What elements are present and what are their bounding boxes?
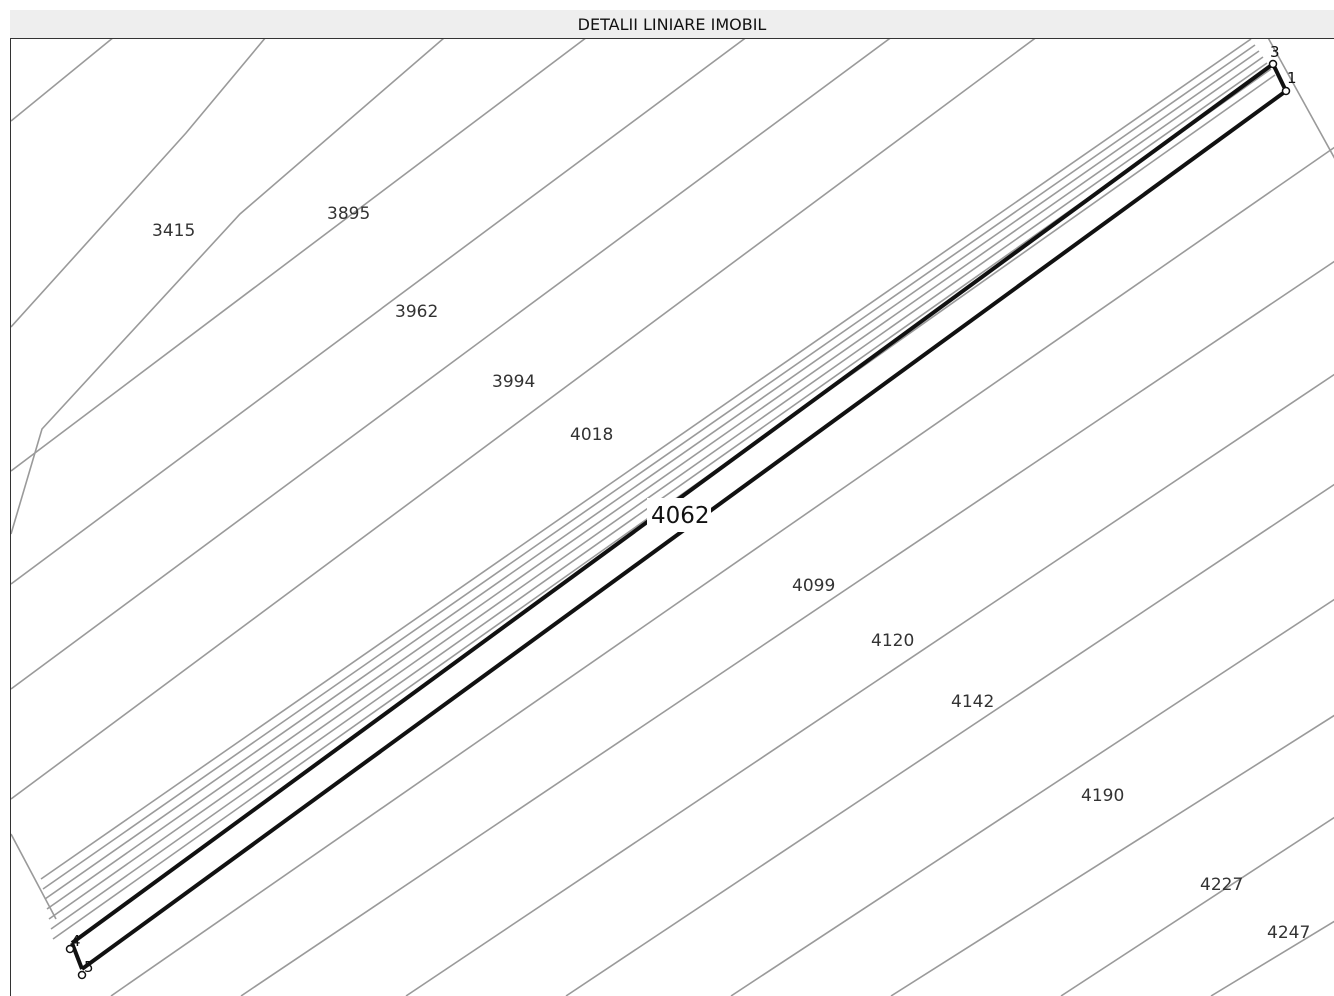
map-view[interactable]: 4062 3415 3895 3962 3994 4018 4099 4120 … — [10, 39, 1334, 996]
vertex-4-marker — [65, 944, 75, 954]
parcel-label[interactable]: 4120 — [871, 631, 914, 651]
parcel-label[interactable]: 4142 — [951, 692, 994, 712]
parcel-label[interactable]: 4099 — [792, 576, 835, 596]
vertex-label: 5 — [84, 958, 94, 976]
parcel-label[interactable]: 4190 — [1081, 786, 1124, 806]
page-title-text: DETALII LINIARE IMOBIL — [577, 14, 767, 34]
vertex-3-marker — [1268, 59, 1278, 69]
parcel-label[interactable]: 4018 — [570, 425, 613, 445]
vertex-5-marker — [77, 970, 87, 980]
map-canvas[interactable]: 4062 3415 3895 3962 3994 4018 4099 4120 … — [11, 39, 1334, 996]
vertex-label: 4 — [71, 932, 81, 950]
vertex-markers — [65, 59, 1291, 980]
parcel-label[interactable]: 3994 — [492, 372, 535, 392]
parcel-label[interactable]: 4247 — [1267, 923, 1310, 943]
highlight-label-halo — [647, 498, 711, 532]
page-title: DETALII LINIARE IMOBIL — [10, 10, 1334, 39]
parcel-label[interactable]: 3415 — [152, 221, 195, 241]
parcel-label[interactable]: 3895 — [327, 204, 370, 224]
parcel-label-highlighted[interactable]: 4062 — [651, 503, 710, 529]
vertex-1-marker — [1281, 86, 1291, 96]
parcel-label[interactable]: 3962 — [395, 302, 438, 322]
parcel-label[interactable]: 4227 — [1200, 875, 1243, 895]
vertex-label: 1 — [1287, 69, 1297, 87]
vertex-label: 3 — [1270, 43, 1280, 61]
